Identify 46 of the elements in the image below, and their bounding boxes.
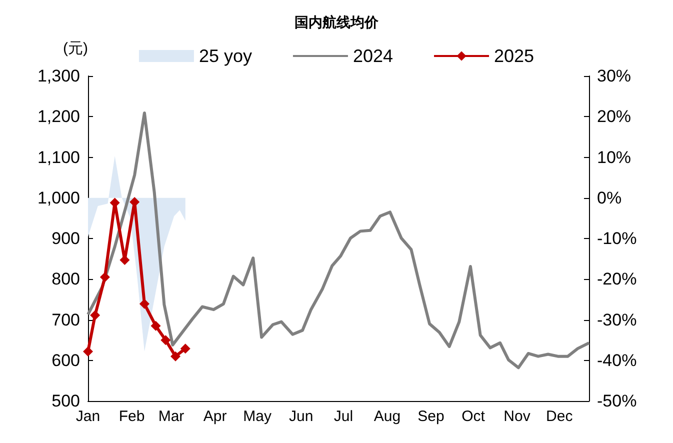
point [90, 310, 100, 320]
y2-tick-label: 30% [597, 66, 632, 86]
point [160, 335, 171, 346]
y-tick-label: 1,000 [37, 188, 80, 208]
y2-tick-label: 0% [597, 188, 622, 208]
y-tick-label: 700 [52, 310, 80, 330]
point [130, 196, 140, 207]
y-tick-label: 500 [52, 392, 80, 410]
y2-tick-label: 20% [597, 107, 632, 126]
x-tick-label: Jun [289, 408, 314, 425]
point [180, 344, 190, 354]
y-axis-title: (元) [63, 40, 88, 57]
y-tick-label: 600 [52, 350, 80, 370]
y-tick-label: 900 [52, 229, 80, 248]
legend-label: 2025 [494, 46, 534, 66]
point [100, 272, 110, 282]
x-tick-label: Feb [118, 408, 145, 425]
line-series [86, 111, 590, 370]
x-tick-label: Nov [504, 408, 531, 425]
x-tick-label: May [243, 408, 272, 425]
y2-tick-label: -20% [597, 270, 637, 289]
x-tick-label: Jul [334, 408, 354, 425]
point [120, 255, 130, 266]
y-tick-label: 1,100 [37, 148, 80, 167]
y-tick-label: 800 [52, 270, 80, 289]
legend-label: 25 yoy [198, 46, 252, 66]
x-tick-label: Dec [546, 408, 574, 425]
y2-tick-label: -50% [597, 392, 637, 410]
point [150, 320, 161, 331]
x-tick-label: Oct [462, 408, 486, 425]
x-tick-label: Sep [418, 408, 444, 425]
legend-label: 2024 [352, 46, 394, 66]
point [170, 351, 180, 362]
chart-title: 国内航线均价 [294, 14, 380, 30]
y-tick-label: 1,200 [37, 107, 80, 126]
y2-tick-label: -30% [597, 310, 637, 330]
x-tick-label: Aug [374, 408, 401, 425]
point [83, 346, 93, 356]
x-tick-label: Apr [203, 408, 227, 425]
x-tick-label: Mar [158, 408, 184, 425]
y-tick-label: 1,300 [37, 66, 80, 86]
point [139, 298, 150, 309]
y2-tick-label: -10% [597, 229, 637, 248]
x-tick-label: Jan [76, 408, 100, 425]
y2-tick-label: -40% [597, 350, 637, 370]
y2-tick-label: 10% [597, 148, 632, 167]
